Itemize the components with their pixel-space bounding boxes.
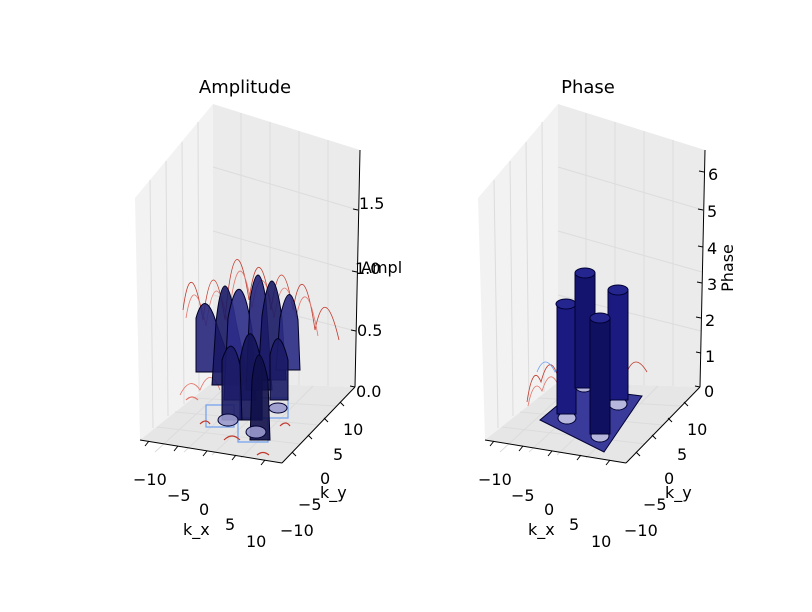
phase-ytick-2: 0 bbox=[664, 469, 674, 488]
amp-ytick-2: 0 bbox=[320, 469, 330, 488]
phase-ztick-1: 1 bbox=[705, 347, 715, 366]
phase-xtick-2: 0 bbox=[544, 500, 554, 519]
amp-contour-red-2 bbox=[256, 451, 270, 456]
phase-xtick-0: −10 bbox=[478, 470, 512, 489]
amp-contour-red-4 bbox=[279, 422, 291, 427]
amp-title: Amplitude bbox=[199, 77, 291, 98]
amp-ztick-2: 1.0 bbox=[355, 259, 380, 278]
amp-xtick-1: −5 bbox=[167, 486, 191, 505]
amp-contour-red-1 bbox=[223, 435, 241, 441]
phase-ytick-0: −10 bbox=[624, 521, 658, 540]
phase-left-grid bbox=[493, 121, 545, 429]
phase-ytick-1: −5 bbox=[643, 495, 667, 514]
amp-ztick-1: 0.5 bbox=[357, 321, 382, 340]
phase-z-ticks bbox=[694, 170, 705, 388]
phase-x-ticks bbox=[489, 440, 611, 466]
phase-title: Phase bbox=[561, 77, 615, 98]
phase-cylinders bbox=[555, 267, 629, 435]
amp-z-ticks bbox=[349, 208, 359, 388]
phase-ytick-3: 5 bbox=[677, 445, 687, 464]
phase-ylabel: k_y bbox=[665, 483, 692, 503]
phase-ztick-5: 5 bbox=[707, 202, 717, 221]
amp-ytick-4: 10 bbox=[343, 420, 363, 439]
phase-left-pane bbox=[478, 104, 558, 440]
phase-xtick-1: −5 bbox=[511, 486, 535, 505]
amp-xlabel: k_x bbox=[183, 520, 210, 540]
amp-ytick-3: 5 bbox=[333, 445, 343, 464]
phase-xtick-3: 5 bbox=[569, 515, 579, 534]
phase-ztick-3: 3 bbox=[707, 275, 717, 294]
amp-zlabel: Ampl bbox=[361, 258, 402, 277]
amp-ylabel: k_y bbox=[320, 483, 347, 503]
amp-ztick-3: 1.5 bbox=[359, 194, 384, 213]
phase-ztick-6: 6 bbox=[708, 165, 718, 184]
amp-left-pane bbox=[135, 104, 213, 440]
amp-contour-red-3 bbox=[199, 420, 211, 425]
phase-xtick-4: 10 bbox=[591, 532, 611, 551]
phase-back-grid bbox=[557, 113, 704, 386]
amp-ztick-0: 0.0 bbox=[356, 382, 381, 401]
amp-xtick-0: −10 bbox=[133, 470, 167, 489]
amp-contour-red-5 bbox=[185, 396, 199, 401]
amp-ytick-0: −10 bbox=[280, 521, 314, 540]
phase-zlabel: Phase bbox=[718, 244, 737, 292]
phase-ztick-2: 2 bbox=[705, 311, 715, 330]
phase-axis-lines bbox=[484, 149, 706, 464]
amp-axis-lines bbox=[139, 149, 361, 464]
amp-x-ticks bbox=[144, 440, 266, 466]
amplitude-subplot: 0.0 0.5 1.0 1.5 −10 −5 0 5 10 k_x −10 −5… bbox=[133, 77, 402, 551]
phase-y-ticks bbox=[635, 401, 689, 457]
amp-surface bbox=[195, 274, 301, 441]
phase-ytick-4: 10 bbox=[687, 420, 707, 439]
phase-subplot: 0 1 2 3 4 5 6 −10 −5 0 5 10 k_x −10 −5 0… bbox=[478, 77, 737, 551]
amp-left-grid bbox=[149, 121, 200, 429]
phase-ztick-4: 4 bbox=[707, 239, 717, 258]
amp-xtick-4: 10 bbox=[246, 532, 266, 551]
amp-xtick-2: 0 bbox=[199, 500, 209, 519]
phase-xlabel: k_x bbox=[528, 520, 555, 540]
amp-xtick-3: 5 bbox=[225, 515, 235, 534]
amp-y-ticks bbox=[291, 401, 345, 457]
phase-ztick-0: 0 bbox=[704, 382, 714, 401]
amp-ytick-1: −5 bbox=[298, 495, 322, 514]
